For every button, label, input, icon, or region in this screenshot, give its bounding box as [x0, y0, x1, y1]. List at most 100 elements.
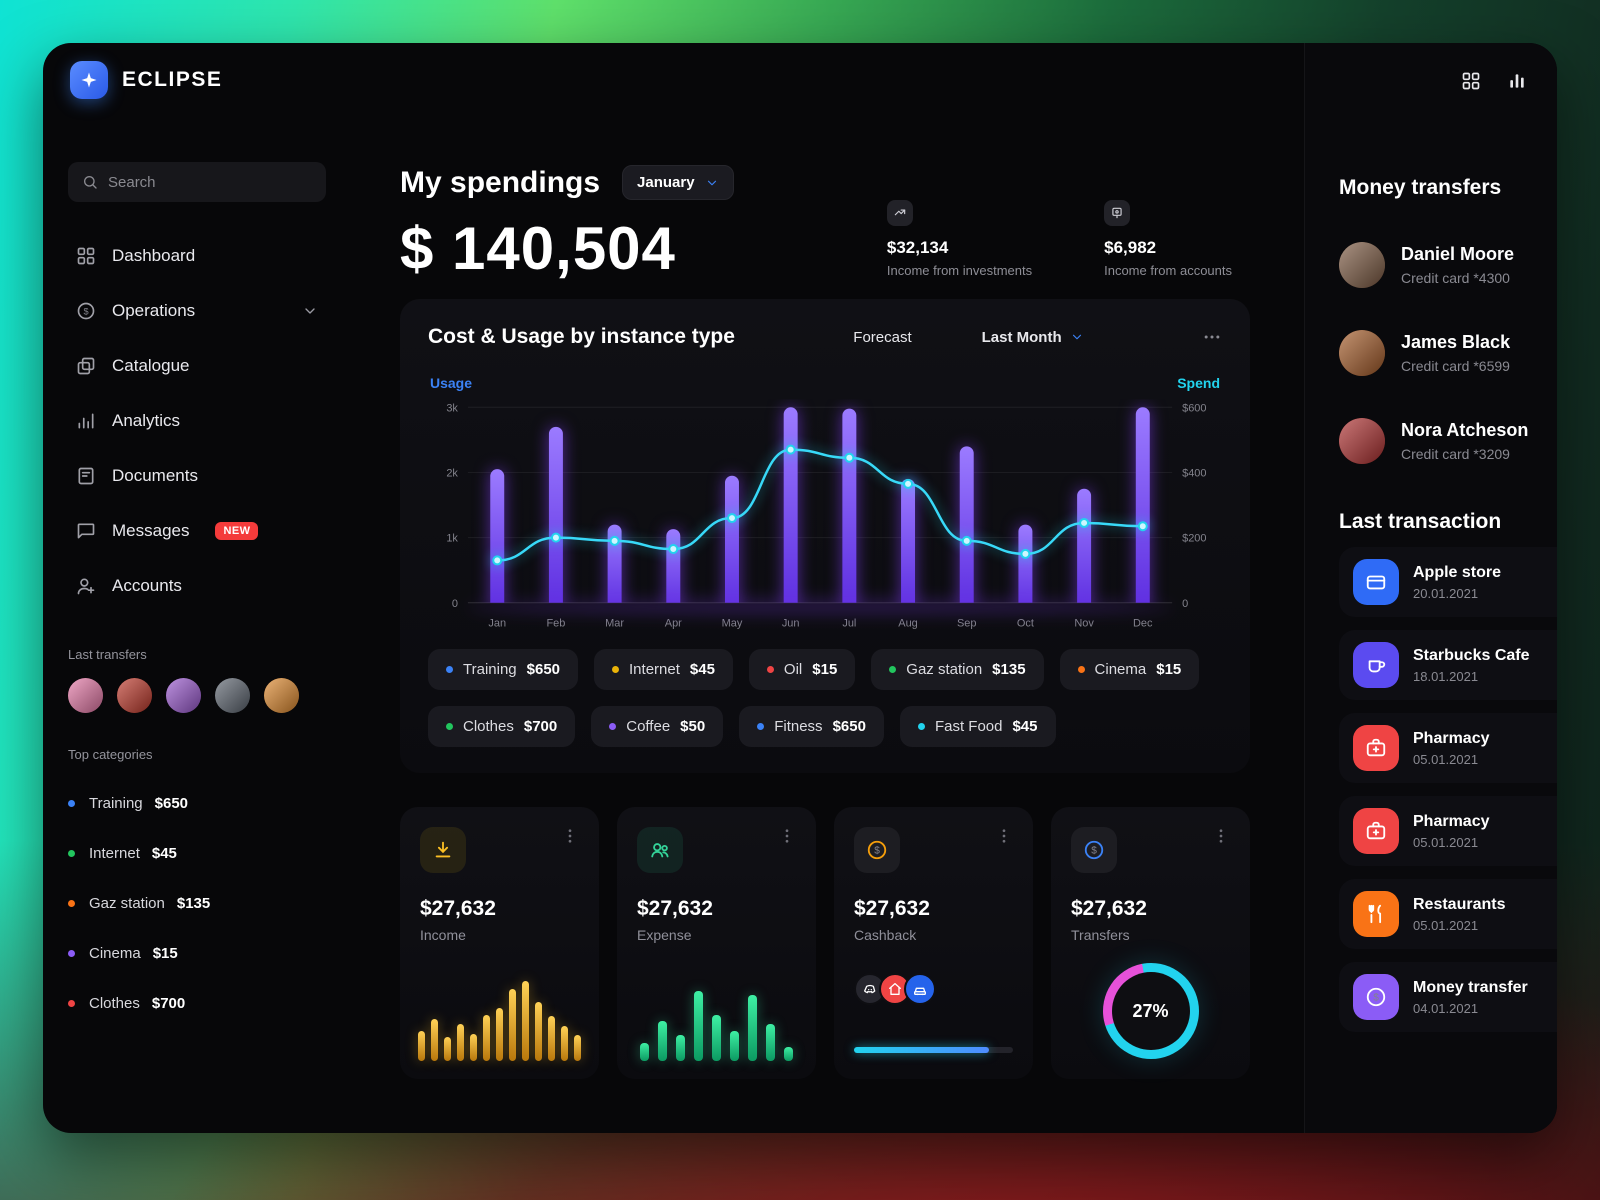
- transaction-item[interactable]: $ Money transfer 04.01.2021: [1339, 962, 1557, 1032]
- nav-item[interactable]: Dashboard: [68, 228, 326, 283]
- chip-label: Cinema: [1094, 661, 1147, 678]
- chip-value: $50: [680, 718, 706, 735]
- category-chip[interactable]: Oil $15: [748, 649, 856, 690]
- transfer-item[interactable]: Daniel Moore Credit card *4300: [1339, 242, 1557, 288]
- expense-card: $27,632 Expense: [617, 807, 816, 1079]
- category-chip[interactable]: Fast Food $45: [899, 706, 1056, 747]
- transfer-item[interactable]: James Black Credit card *6599: [1339, 330, 1557, 376]
- transaction-name: Money transfer: [1413, 978, 1528, 996]
- spendings-header: My spendings January $ 140,504 $32,134 I…: [400, 165, 1250, 283]
- svg-text:$600: $600: [1182, 402, 1206, 414]
- card-menu-button[interactable]: [1202, 327, 1222, 347]
- total-spendings: $ 140,504: [400, 215, 676, 282]
- spend-axis-label[interactable]: Spend: [1177, 375, 1220, 391]
- category-item[interactable]: Cinema $15: [68, 928, 326, 978]
- apps-button[interactable]: [1461, 71, 1481, 91]
- chevron-down-icon: [302, 303, 318, 319]
- svg-text:$: $: [83, 306, 88, 316]
- svg-text:0: 0: [452, 598, 458, 610]
- nav-item[interactable]: Documents: [68, 448, 326, 503]
- chevron-down-icon: [1070, 330, 1084, 344]
- transfer-name: James Black: [1401, 332, 1511, 352]
- avatar[interactable]: [264, 678, 299, 713]
- transaction-date: 05.01.2021: [1413, 917, 1479, 933]
- transaction-icon-tile: $: [1353, 974, 1399, 1020]
- dots-v-icon: [1212, 827, 1230, 845]
- investments-label: Income from investments: [886, 263, 1033, 278]
- nav-item[interactable]: Accounts: [68, 558, 326, 613]
- transfer-item[interactable]: Nora Atcheson Credit card *3209: [1339, 418, 1557, 464]
- nav-item[interactable]: Catalogue: [68, 338, 326, 393]
- period-selector[interactable]: Last Month: [982, 329, 1084, 346]
- category-item[interactable]: Gaz station $135: [68, 878, 326, 928]
- dots-v-icon: [561, 827, 579, 845]
- money-transfers-list: Daniel Moore Credit card *4300 James Bla…: [1339, 242, 1557, 464]
- app-window: ECLIPSE Dashboard $ Operat: [43, 43, 1557, 1133]
- pin-icon-tile: [1104, 200, 1131, 226]
- nav-item-label: Documents: [112, 465, 198, 485]
- transaction-item[interactable]: Pharmacy 05.01.2021: [1339, 796, 1557, 866]
- cashback-card-menu[interactable]: [995, 827, 1013, 845]
- expense-value: $27,632: [637, 897, 713, 920]
- svg-text:0: 0: [1182, 598, 1188, 610]
- search-box[interactable]: [68, 162, 326, 202]
- coin-icon: $: [1083, 839, 1105, 861]
- transaction-icon-tile: [1353, 891, 1399, 937]
- last-transfers-avatars: [68, 678, 326, 713]
- category-chip[interactable]: Coffee $50: [591, 706, 724, 747]
- category-item[interactable]: Training $650: [68, 778, 326, 828]
- avatar: [1339, 242, 1385, 288]
- avatar[interactable]: [215, 678, 250, 713]
- category-item[interactable]: Internet $45: [68, 828, 326, 878]
- transaction-name: Starbucks Cafe: [1413, 646, 1530, 664]
- transfer-name: Nora Atcheson: [1401, 420, 1529, 440]
- chip-label: Training: [463, 661, 517, 678]
- cost-usage-card: Cost & Usage by instance type Forecast L…: [400, 299, 1250, 773]
- income-label: Income: [420, 927, 466, 943]
- nav-item[interactable]: Messages NEW: [68, 503, 326, 558]
- avatar[interactable]: [117, 678, 152, 713]
- forecast-tab[interactable]: Forecast: [853, 328, 912, 346]
- category-chip[interactable]: Internet $45: [594, 649, 733, 690]
- svg-text:$: $: [1373, 993, 1379, 1004]
- transaction-item[interactable]: Starbucks Cafe 18.01.2021: [1339, 630, 1557, 700]
- nav-item[interactable]: Analytics: [68, 393, 326, 448]
- svg-text:3k: 3k: [446, 402, 458, 414]
- brand[interactable]: ECLIPSE: [70, 61, 222, 99]
- category-dot: [68, 949, 75, 957]
- category-chip[interactable]: Fitness $650: [739, 706, 884, 747]
- category-chip[interactable]: Clothes $700: [428, 706, 576, 747]
- category-label: Cinema: [89, 944, 141, 962]
- transaction-item[interactable]: Restaurants 05.01.2021: [1339, 879, 1557, 949]
- transaction-item[interactable]: Apple store 20.01.2021: [1339, 547, 1557, 617]
- income-card-menu[interactable]: [561, 827, 579, 845]
- car-badge[interactable]: [904, 973, 936, 1005]
- chip-label: Gaz station: [906, 661, 983, 678]
- documents-icon: [76, 466, 96, 486]
- grid-icon: [1461, 71, 1481, 91]
- transaction-date: 04.01.2021: [1413, 1000, 1479, 1016]
- avatar[interactable]: [68, 678, 103, 713]
- avatar[interactable]: [166, 678, 201, 713]
- nav-item-label: Catalogue: [112, 355, 190, 375]
- chip-label: Fitness: [774, 718, 823, 735]
- transaction-item[interactable]: Pharmacy 05.01.2021: [1339, 713, 1557, 783]
- stats-button[interactable]: [1507, 71, 1527, 91]
- chip-dot: [609, 723, 617, 730]
- transfers-card-menu[interactable]: [1212, 827, 1230, 845]
- dots-h-icon: [1202, 327, 1222, 347]
- search-input[interactable]: [108, 173, 312, 191]
- accounts-label: Income from accounts: [1104, 263, 1232, 278]
- month-selector[interactable]: January: [622, 165, 734, 200]
- category-item[interactable]: Clothes $700: [68, 978, 326, 1028]
- usage-axis-label[interactable]: Usage: [430, 375, 473, 391]
- operations-icon: $: [76, 301, 96, 321]
- category-chips-row1: Training $650 Internet $45 Oil $15: [428, 649, 1222, 690]
- category-chip[interactable]: Training $650: [428, 649, 579, 690]
- category-chip[interactable]: Gaz station $135: [871, 649, 1044, 690]
- category-chip[interactable]: Cinema $15: [1059, 649, 1200, 690]
- expense-card-menu[interactable]: [778, 827, 796, 845]
- svg-text:Jun: Jun: [782, 618, 800, 630]
- nav-item[interactable]: $ Operations: [68, 283, 326, 338]
